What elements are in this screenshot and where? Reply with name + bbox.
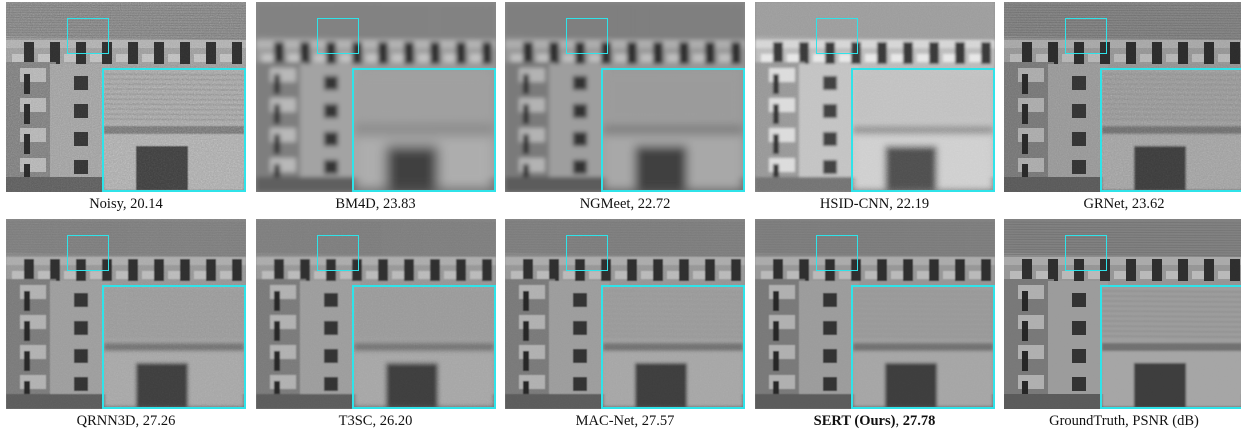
result-image [6,219,246,409]
zoom-inset [351,285,496,409]
psnr-value: PSNR (dB) [1132,413,1199,429]
psnr-value: 27.57 [641,413,675,429]
panel-caption: GroundTruth, PSNR (dB) [1049,413,1199,429]
zoom-inset [102,285,246,409]
result-panel: GRNet, 23.62 [1004,2,1241,217]
result-image [754,2,995,192]
roi-box [67,18,109,54]
roi-box [566,18,608,54]
psnr-value: 26.20 [379,413,413,429]
method-name: MAC-Net [575,413,635,429]
zoom-inset [1100,68,1241,192]
method-name: Noisy [89,196,123,212]
panel-caption: BM4D, 23.83 [335,196,416,212]
psnr-value: 27.78 [902,413,936,429]
zoom-inset [850,285,995,409]
roi-box [67,235,109,271]
method-name: QRNN3D [76,413,136,429]
method-name: HSID-CNN [819,196,890,212]
result-panel: QRNN3D, 27.26 [6,219,246,434]
method-name: NGMeet [579,196,631,212]
zoom-inset [601,68,745,192]
panel-caption: QRNN3D, 27.26 [76,413,176,429]
psnr-value: 22.72 [637,196,671,212]
zoom-inset [1100,285,1241,409]
panel-caption: Noisy, 20.14 [89,196,163,212]
result-panel: NGMeet, 22.72 [505,2,745,217]
zoom-inset [351,68,496,192]
psnr-value: 20.14 [130,196,163,212]
method-name: SERT (Ours) [813,413,896,429]
panel-caption: HSID-CNN, 22.19 [819,196,930,212]
result-panel: GroundTruth, PSNR (dB) [1004,219,1241,434]
method-name: GroundTruth [1049,413,1126,429]
result-image [6,2,246,192]
comparison-grid: Noisy, 20.14 BM4D, 23.83 NGMeet, 22.72 HSID… [6,2,1241,434]
psnr-value: 27.26 [142,413,176,429]
result-panel: HSID-CNN, 22.19 [754,2,995,217]
roi-box [566,235,608,271]
result-image [1004,219,1241,409]
panel-caption: SERT (Ours), 27.78 [813,413,936,429]
roi-box [316,18,359,54]
panel-caption: GRNet, 23.62 [1083,196,1165,212]
method-name: BM4D [335,196,376,212]
result-image [505,2,745,192]
zoom-inset [601,285,745,409]
zoom-inset [102,68,246,192]
method-name: GRNet [1083,196,1125,212]
roi-box [815,18,858,54]
panel-caption: MAC-Net, 27.57 [575,413,675,429]
panel-caption: NGMeet, 22.72 [579,196,671,212]
result-panel: Noisy, 20.14 [6,2,246,217]
psnr-value: 23.62 [1131,196,1165,212]
result-panel: T3SC, 26.20 [255,219,496,434]
zoom-inset [850,68,995,192]
result-image [255,219,496,409]
psnr-value: 23.83 [382,196,416,212]
result-panel: MAC-Net, 27.57 [505,219,745,434]
result-image [754,219,995,409]
result-panel: SERT (Ours), 27.78 [754,219,995,434]
result-image [1004,2,1241,192]
roi-box [815,235,858,271]
roi-box [1065,235,1107,271]
result-image [505,219,745,409]
psnr-value: 22.19 [896,196,930,212]
panel-caption: T3SC, 26.20 [338,413,413,429]
result-panel: BM4D, 23.83 [255,2,496,217]
method-name: T3SC [338,413,373,429]
roi-box [316,235,359,271]
roi-box [1065,18,1107,54]
result-image [255,2,496,192]
